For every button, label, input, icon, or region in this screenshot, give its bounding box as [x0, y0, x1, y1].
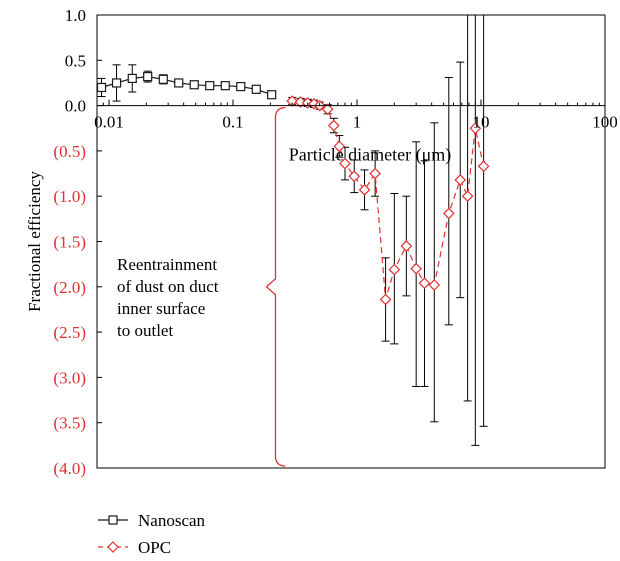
- y-tick-label: (3.0): [53, 368, 86, 387]
- nanoscan-point: [111, 78, 122, 88]
- annotation-text-line: of dust on duct: [117, 277, 219, 296]
- nanoscan-point: [236, 81, 246, 92]
- nanoscan-point: [158, 74, 168, 84]
- y-tick-label: 0.0: [65, 97, 86, 116]
- annotation-text-line: to outlet: [117, 321, 173, 340]
- axes-group: 0.01 0.1 1 10 100 1.0 0.5 0.0 (0.5) (1.0) (1.5) (2.…: [25, 6, 618, 478]
- opc-point: [410, 262, 423, 275]
- legend: Nanoscan OPC: [98, 511, 206, 557]
- legend-label-nanoscan: Nanoscan: [138, 511, 206, 530]
- plot-frame: [96, 14, 606, 469]
- y-tick-label: (2.5): [53, 323, 86, 342]
- y-tick-label: (4.0): [53, 459, 86, 478]
- opc-point: [294, 96, 307, 108]
- opc-point: [442, 207, 455, 220]
- plot-background: [96, 14, 606, 469]
- opc-point: [418, 277, 431, 290]
- opc-point: [358, 184, 371, 196]
- x-tick-label: 0.01: [94, 113, 124, 132]
- annotation-text-line: inner surface: [117, 299, 205, 318]
- annotation-text-line: Reentrainment: [117, 255, 217, 274]
- y-tick-label: (2.0): [53, 278, 86, 297]
- y-tick-label: 1.0: [65, 6, 86, 25]
- nanoscan-point: [143, 72, 153, 82]
- opc-series: [286, 14, 490, 446]
- opc-point: [461, 190, 474, 203]
- nanoscan-point: [127, 73, 137, 84]
- opc-point: [369, 167, 381, 180]
- opc-point: [477, 160, 490, 173]
- nanoscan-point: [267, 90, 277, 100]
- x-tick-label: 10: [473, 113, 490, 132]
- reentrainment-bracket: [265, 106, 286, 467]
- nanoscan-point: [220, 81, 230, 91]
- nanoscan-point: [251, 84, 261, 94]
- y-tick-label: (1.0): [53, 187, 86, 206]
- opc-point: [327, 119, 340, 132]
- opc-point: [379, 293, 392, 306]
- nanoscan-point: [108, 515, 118, 525]
- nanoscan-point: [205, 81, 215, 91]
- opc-point: [469, 122, 482, 135]
- y-tick-label: (0.5): [53, 142, 86, 161]
- opc-point: [339, 157, 351, 170]
- y-tick-label: 0.5: [65, 51, 86, 70]
- opc-point: [348, 170, 361, 183]
- opc-point: [428, 279, 441, 291]
- nanoscan-series: [96, 64, 277, 102]
- opc-point: [321, 103, 334, 116]
- opc-point: [107, 541, 119, 553]
- nanoscan-point: [189, 80, 199, 90]
- y-tick-label: (1.5): [53, 233, 86, 252]
- opc-point: [333, 140, 346, 153]
- nanoscan-point: [174, 78, 184, 88]
- y-tick-label: (3.5): [53, 414, 86, 433]
- opc-point: [400, 240, 413, 252]
- opc-point: [388, 263, 401, 276]
- nanoscan-point: [96, 82, 107, 93]
- x-tick-label: 1: [353, 113, 362, 132]
- legend-label-opc: OPC: [138, 538, 171, 557]
- opc-point: [454, 174, 467, 186]
- x-tick-label: 0.1: [222, 113, 243, 132]
- x-tick-label: 100: [592, 113, 618, 132]
- x-axis-title: Particle diameter (μm): [289, 145, 452, 166]
- y-axis-title: Fractional efficiency: [25, 171, 44, 312]
- annotation-group: Reentrainment of dust on duct inner surfac…: [117, 106, 286, 467]
